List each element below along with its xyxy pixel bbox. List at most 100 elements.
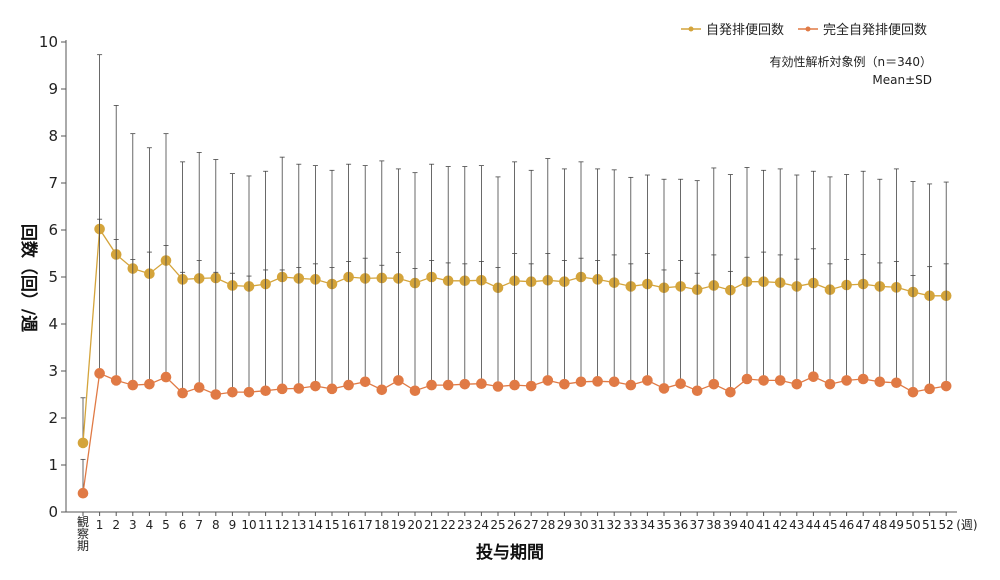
data-point [625, 379, 637, 391]
x-tick-label: 42 [773, 518, 788, 532]
x-tick-label: 43 [789, 518, 804, 532]
legend-label: 自発排便回数 [706, 23, 784, 38]
data-point [642, 375, 653, 386]
data-point [210, 389, 222, 400]
y-tick-label: 9 [48, 80, 58, 98]
data-point [110, 375, 122, 386]
x-tick-label: 41 [756, 518, 771, 532]
data-point [559, 378, 570, 390]
data-point [525, 380, 537, 392]
data-point [177, 387, 188, 399]
data-point [376, 384, 388, 396]
x-tick-label: 3 [129, 518, 137, 532]
data-point [293, 383, 305, 394]
legend-item-complete-spontaneous: 完全自発排便回数 [798, 22, 927, 38]
x-tick-label: 25 [490, 518, 505, 532]
data-point [691, 385, 703, 397]
data-point [227, 386, 238, 398]
x-tick-label: 11 [258, 518, 273, 532]
legend-label: 完全自発排便回数 [823, 22, 927, 38]
data-point [725, 386, 736, 398]
x-tick-label: 20 [407, 518, 422, 532]
data-point [509, 379, 520, 391]
series-complete-spontaneous [77, 218, 952, 499]
x-tick-label: 30 [573, 518, 588, 532]
x-tick-label: 22 [441, 518, 456, 532]
x-tick-label: 26 [507, 518, 522, 532]
x-tick-label: 50 [905, 518, 920, 532]
y-axis: 0 1 2 3 4 5 6 7 8 9 10 [39, 33, 67, 521]
x-tick-label: 24 [474, 518, 489, 532]
x-tick-label: 14 [308, 518, 323, 532]
y-tick-label: 5 [48, 268, 58, 286]
y-tick-label: 4 [48, 315, 58, 333]
data-point [575, 376, 587, 388]
x-tick-label: 16 [341, 518, 356, 532]
x-tick-label: 49 [889, 518, 904, 532]
x-tick-label: 10 [241, 518, 256, 532]
data-point [459, 378, 471, 390]
x-tick-label: 19 [391, 518, 406, 532]
x-tick-label: 5 [162, 518, 170, 532]
data-point [841, 375, 852, 386]
data-point [343, 379, 354, 391]
x-tick-label: 37 [690, 518, 705, 532]
y-tick-label: 0 [48, 503, 58, 521]
y-tick-label: 10 [39, 33, 58, 51]
data-point [891, 377, 902, 389]
data-point [874, 376, 886, 388]
x-tick-label: 36 [673, 518, 688, 532]
x-tick-label: 34 [640, 518, 655, 532]
x-tick-label: 33 [623, 518, 638, 532]
y-tick-label: 1 [48, 456, 58, 474]
x-tick-label: 32 [607, 518, 622, 532]
data-point [310, 380, 321, 392]
y-tick-label: 7 [48, 174, 58, 192]
x-tick-label: 48 [872, 518, 887, 532]
data-point [326, 383, 338, 395]
data-point [276, 383, 288, 395]
data-point [907, 386, 919, 398]
x-tick-label: 46 [839, 518, 854, 532]
x-tick-label: 13 [291, 518, 306, 532]
plot-area [77, 54, 952, 499]
data-point [824, 378, 836, 390]
x-tick-label: 15 [324, 518, 339, 532]
data-point [409, 385, 421, 397]
x-tick-label: 18 [374, 518, 389, 532]
y-tick-label: 2 [48, 409, 58, 427]
annotation-statistic: Mean±SD [872, 73, 932, 87]
x-tick-label: 47 [856, 518, 871, 532]
data-point [675, 378, 686, 389]
data-point [260, 385, 271, 397]
x-tick-label: 29 [557, 518, 572, 532]
data-point [774, 375, 786, 386]
data-point [442, 379, 454, 391]
data-point [160, 371, 172, 383]
x-tick-label: 1 [96, 518, 104, 532]
data-point [542, 375, 554, 386]
data-point [476, 378, 487, 389]
data-point [608, 376, 620, 388]
x-tick-label: 観察期 [77, 515, 89, 553]
data-point [144, 378, 155, 390]
data-point [393, 375, 404, 386]
x-tick-label: 21 [424, 518, 439, 532]
x-tick-label: 51 [922, 518, 937, 532]
data-point [758, 375, 769, 386]
x-tick-label: 7 [195, 518, 203, 532]
data-point [193, 382, 205, 393]
data-point [77, 437, 89, 449]
legend-item-spontaneous: 自発排便回数 [681, 23, 784, 38]
x-tick-label: 35 [656, 518, 671, 532]
x-tick-label: 4 [146, 518, 154, 532]
data-point [658, 383, 670, 394]
x-tick-label: 2 [112, 518, 120, 532]
x-tick-label: 52 [939, 518, 954, 532]
data-point [791, 378, 803, 390]
x-tick-label: 9 [229, 518, 237, 532]
x-tick-label: 23 [457, 518, 472, 532]
data-point [243, 386, 255, 398]
